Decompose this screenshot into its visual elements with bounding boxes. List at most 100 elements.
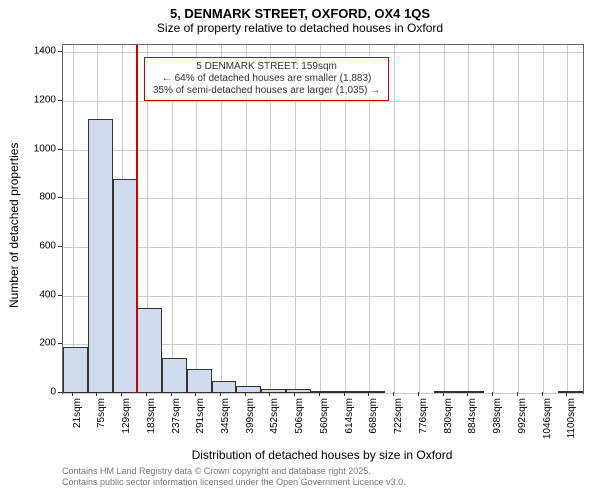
histogram-bar [137,308,162,393]
x-tick-label: 992sqm [517,398,528,448]
x-tick-label: 884sqm [467,398,478,448]
x-tick-label: 237sqm [171,398,182,448]
annotation-line1: 5 DENMARK STREET: 159sqm [153,61,380,73]
x-tick-mark [195,392,196,396]
x-tick-label: 560sqm [319,398,330,448]
histogram-bar [311,391,336,393]
x-tick-mark [368,392,369,396]
gridline-horizontal [63,52,583,53]
gridline-vertical [73,45,74,393]
histogram-bar [459,391,484,393]
x-tick-mark [220,392,221,396]
gridline-vertical [468,45,469,393]
annotation-box: 5 DENMARK STREET: 159sqm← 64% of detache… [144,57,389,101]
x-tick-mark [542,392,543,396]
y-tick-label: 800 [0,192,56,203]
x-tick-mark [146,392,147,396]
y-tick-label: 0 [0,387,56,398]
gridline-vertical [518,45,519,393]
x-tick-label: 614sqm [344,398,355,448]
y-tick-mark [58,392,62,393]
y-tick-label: 1000 [0,143,56,154]
x-tick-mark [121,392,122,396]
x-tick-label: 345sqm [220,398,231,448]
x-tick-label: 452sqm [269,398,280,448]
annotation-line3: 35% of semi-detached houses are larger (… [153,85,380,97]
y-tick-label: 400 [0,289,56,300]
x-tick-label: 722sqm [393,398,404,448]
x-tick-label: 399sqm [245,398,256,448]
x-tick-mark [319,392,320,396]
attribution-text: Contains HM Land Registry data © Crown c… [62,466,406,488]
histogram-bar [286,389,311,393]
y-tick-mark [58,100,62,101]
x-axis-title: Distribution of detached houses by size … [62,448,582,462]
x-tick-label: 129sqm [121,398,132,448]
histogram-bar [88,119,113,393]
histogram-bar [187,369,212,393]
y-tick-label: 600 [0,240,56,251]
gridline-horizontal [63,198,583,199]
y-tick-label: 1400 [0,46,56,57]
gridline-vertical [493,45,494,393]
x-tick-mark [269,392,270,396]
x-tick-mark [245,392,246,396]
gridline-horizontal [63,296,583,297]
attribution-line1: Contains HM Land Registry data © Crown c… [62,466,406,477]
histogram-bar [360,391,385,393]
y-tick-mark [58,197,62,198]
x-tick-label: 75sqm [96,398,107,448]
gridline-vertical [394,45,395,393]
x-tick-mark [171,392,172,396]
x-tick-mark [96,392,97,396]
gridline-vertical [567,45,568,393]
x-tick-mark [492,392,493,396]
histogram-bar [261,389,286,393]
plot-area: 5 DENMARK STREET: 159sqm← 64% of detache… [62,44,584,394]
x-tick-label: 668sqm [368,398,379,448]
chart-title: 5, DENMARK STREET, OXFORD, OX4 1QS [0,0,600,21]
x-tick-label: 1100sqm [566,398,577,448]
y-tick-mark [58,343,62,344]
histogram-bar [162,358,187,393]
marker-line [136,45,138,393]
gridline-horizontal [63,150,583,151]
x-tick-mark [294,392,295,396]
y-axis-title: Number of detached properties [7,143,21,308]
x-tick-mark [344,392,345,396]
x-tick-mark [443,392,444,396]
histogram-bar [63,347,88,393]
y-tick-mark [58,246,62,247]
x-tick-mark [517,392,518,396]
gridline-vertical [419,45,420,393]
x-tick-label: 506sqm [294,398,305,448]
x-tick-mark [393,392,394,396]
x-tick-label: 776sqm [418,398,429,448]
x-tick-mark [418,392,419,396]
y-tick-mark [58,51,62,52]
chart-container: { "title": "5, DENMARK STREET, OXFORD, O… [0,0,600,500]
y-tick-mark [58,149,62,150]
chart-subtitle: Size of property relative to detached ho… [0,21,600,35]
gridline-horizontal [63,393,583,394]
x-tick-mark [467,392,468,396]
histogram-bar [236,386,261,393]
x-tick-label: 21sqm [72,398,83,448]
x-tick-label: 183sqm [146,398,157,448]
histogram-bar [558,391,583,393]
attribution-line2: Contains public sector information licen… [62,477,406,488]
x-tick-mark [72,392,73,396]
histogram-bar [212,381,237,393]
histogram-bar [113,179,138,393]
y-tick-label: 1200 [0,94,56,105]
x-tick-label: 291sqm [195,398,206,448]
x-tick-mark [566,392,567,396]
x-tick-label: 830sqm [443,398,454,448]
gridline-vertical [444,45,445,393]
y-tick-mark [58,295,62,296]
x-tick-label: 1046sqm [542,398,553,448]
histogram-bar [335,391,360,393]
gridline-vertical [543,45,544,393]
y-tick-label: 200 [0,338,56,349]
gridline-horizontal [63,247,583,248]
